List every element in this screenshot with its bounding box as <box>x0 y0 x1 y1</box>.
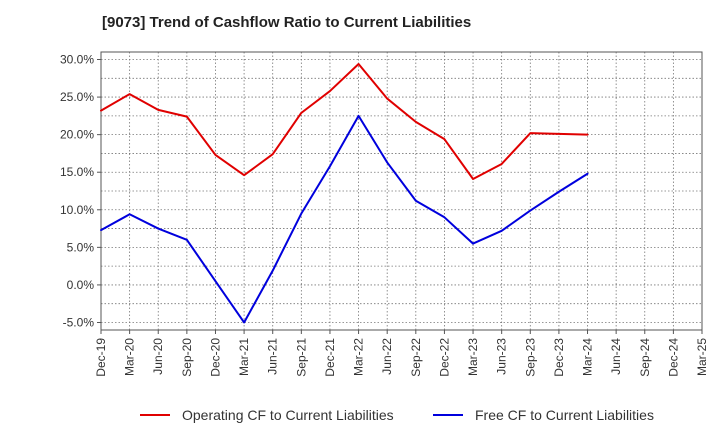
y-tick-label: 25.0% <box>60 90 94 104</box>
x-tick-label: Jun-22 <box>380 338 394 375</box>
x-tick-label: Dec-22 <box>437 338 451 377</box>
x-tick-label: Jun-24 <box>609 338 623 375</box>
x-tick-label: Mar-20 <box>123 338 137 376</box>
x-tick-label: Dec-19 <box>94 338 108 377</box>
x-tick-label: Jun-20 <box>151 338 165 375</box>
x-tick-label: Dec-21 <box>323 338 337 377</box>
y-tick-label: 30.0% <box>60 53 94 67</box>
y-tick-label: 10.0% <box>60 203 94 217</box>
y-tick-label: -5.0% <box>63 315 95 329</box>
x-tick-label: Sep-23 <box>523 338 537 377</box>
legend-label-1: Operating CF to Current Liabilities <box>182 407 394 423</box>
x-tick-label: Mar-23 <box>466 338 480 376</box>
y-tick-label: 20.0% <box>60 128 94 142</box>
x-tick-label: Mar-21 <box>237 338 251 376</box>
x-tick-label: Mar-24 <box>581 338 595 376</box>
y-tick-label: 15.0% <box>60 165 94 179</box>
y-tick-label: 5.0% <box>67 240 95 254</box>
x-tick-label: Mar-25 <box>695 338 709 376</box>
x-tick-label: Jun-21 <box>266 338 280 375</box>
legend: Operating CF to Current Liabilities Free … <box>140 407 654 423</box>
x-tick-label: Dec-20 <box>208 338 222 377</box>
series-line-2 <box>100 114 589 324</box>
x-tick-label: Sep-24 <box>638 338 652 377</box>
x-tick-label: Dec-24 <box>666 338 680 377</box>
x-tick-label: Jun-23 <box>495 338 509 375</box>
y-tick-label: 0.0% <box>67 278 95 292</box>
x-tick-label: Sep-21 <box>294 338 308 377</box>
plot-frame <box>100 51 703 331</box>
x-tick-label: Mar-22 <box>352 338 366 376</box>
series-line-1 <box>100 63 589 180</box>
x-tick-label: Dec-23 <box>552 338 566 377</box>
series-layer <box>100 63 589 324</box>
x-tick-label: Sep-22 <box>409 338 423 377</box>
x-tick-label: Sep-20 <box>180 338 194 377</box>
chart-title: [9073] Trend of Cashflow Ratio to Curren… <box>102 14 472 31</box>
axis-layer: -5.0% 0.0% 5.0% 10.0% 15.0% 20.0% 25.0% 30.0% De… <box>60 51 709 377</box>
grid-layer <box>100 52 703 330</box>
legend-label-2: Free CF to Current Liabilities <box>475 407 654 423</box>
